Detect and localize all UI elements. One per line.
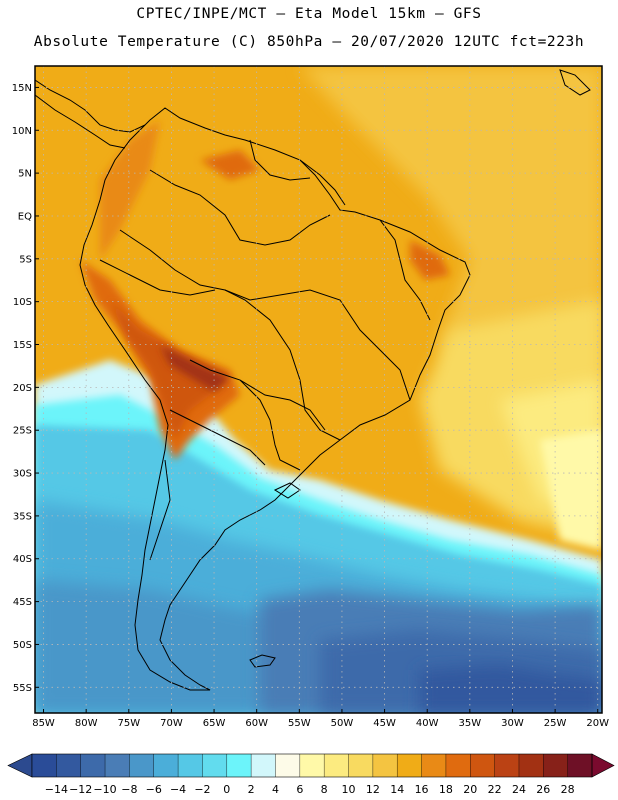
colorbar-label: 10 [342,783,356,796]
coastline [35,69,591,691]
temperature-field [35,66,602,713]
colorbar-swatch [251,754,276,777]
chart-title: CPTEC/INPE/MCT – Eta Model 15km – GFS [136,6,482,22]
lon-label: 70W [160,718,183,729]
colorbar-swatch [56,754,82,777]
lat-label: 15S [13,340,32,351]
colorbar-label: 14 [390,783,404,796]
colorbar-label: 8 [321,783,328,796]
colorbar-label: 28 [561,783,575,796]
colorbar-swatch [348,754,374,777]
colorbar-swatch [518,754,544,777]
colorbar-label: 12 [366,783,380,796]
lat-label: 5S [19,254,32,265]
colorbar-swatch [543,754,569,777]
colorbar-label: 24 [512,783,526,796]
lon-label: 65W [203,718,226,729]
colorbar-label: 4 [272,783,279,796]
colorbar-swatch [445,754,471,777]
latitude-labels: 15N 10N 5N EQ 5S 10S 15S 20S 25S 30S 35S 40S 45S 50S 5… [12,83,39,694]
colorbar-label: 20 [463,783,477,796]
colorbar-swatch [275,754,301,777]
colorbar-swatch [372,754,398,777]
colorbar-swatch [324,754,349,777]
colorbar-swatch [299,754,325,777]
lon-label: 25W [544,718,567,729]
colorbar-swatch [32,754,57,777]
colorbar-label: 0 [223,783,230,796]
lat-label: 20S [13,383,32,394]
lon-label: 45W [373,718,396,729]
colorbar: −14 −12 −10 −8 −6 −4 −2 0 2 4 6 8 10 12 14 16 18 20 22 24 26… [7,753,615,796]
colorbar-label: −14 [45,783,68,796]
lon-label: 40W [416,718,439,729]
colorbar-label: −10 [93,783,116,796]
colorbar-swatch [494,754,520,777]
colorbar-label: −4 [170,783,186,796]
colorbar-label: −8 [121,783,137,796]
longitude-labels: 85W 80W 75W 70W 65W 60W 55W 50W 45W 40W 35W 30W 25W 2… [32,709,609,729]
colorbar-border [31,753,593,778]
lon-label: 80W [75,718,98,729]
colorbar-label: −2 [194,783,210,796]
colorbar-label: −6 [146,783,162,796]
colorbar-swatch [421,754,447,777]
colorbar-swatch [226,754,252,777]
lat-label: 35S [13,511,32,522]
lat-label: 25S [13,426,32,437]
lat-label: 40S [13,554,32,565]
lat-label: 5N [18,169,32,180]
colorbar-swatch [567,754,593,777]
colorbar-label: 22 [488,783,502,796]
colorbar-swatch [105,754,130,777]
colorbar-swatch [202,754,228,777]
lat-label: 50S [13,640,32,651]
graticule [35,66,602,713]
colorbar-label: 26 [536,783,550,796]
colorbar-swatch [153,754,179,777]
colorbar-label: 2 [248,783,255,796]
lat-label: 55S [13,683,32,694]
lon-label: 50W [331,718,354,729]
lat-label: 15N [12,83,32,94]
lon-label: 75W [117,718,140,729]
colorbar-swatch [80,754,106,777]
lat-label: 45S [13,597,32,608]
colorbar-under-arrow [7,753,33,778]
colorbar-swatch [178,754,203,777]
lon-label: 30W [501,718,524,729]
colorbar-label: 18 [439,783,453,796]
colorbar-over-arrow [591,753,615,778]
colorbar-label: 6 [296,783,303,796]
lon-label: 20W [586,718,609,729]
lat-label: 10N [12,126,32,137]
lat-label: 10S [13,297,32,308]
chart-subtitle: Absolute Temperature (C) 850hPa – 20/07/… [33,34,585,50]
colorbar-label: −12 [69,783,92,796]
colorbar-label: 16 [415,783,429,796]
lon-label: 85W [32,718,55,729]
lat-label: EQ [18,211,32,222]
colorbar-swatch [129,754,155,777]
lon-label: 60W [245,718,268,729]
lat-label: 30S [13,469,32,480]
colorbar-swatch [397,754,422,777]
lon-label: 35W [459,718,482,729]
lon-label: 55W [288,718,311,729]
map-frame [34,65,603,714]
colorbar-swatch [470,754,496,777]
